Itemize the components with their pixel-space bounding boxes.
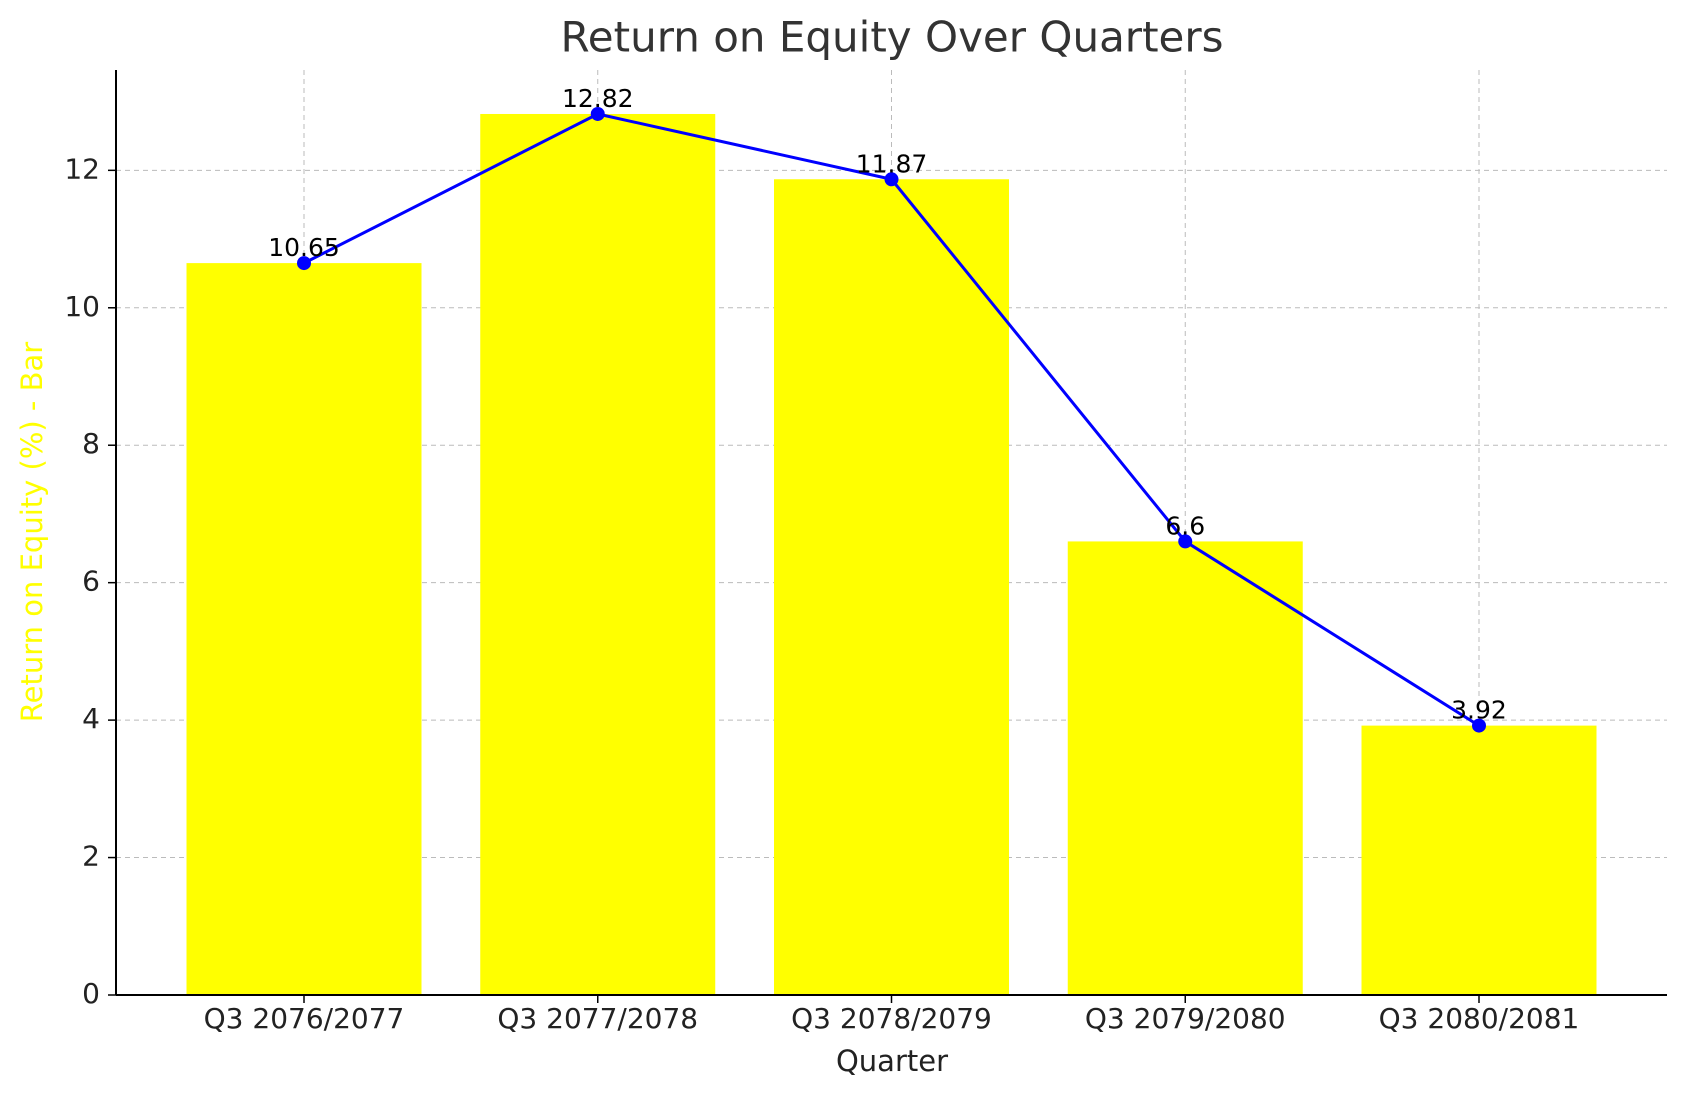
value-label: 12.82 <box>562 84 634 113</box>
x-axis-label: Quarter <box>836 1044 948 1078</box>
value-label: 6.6 <box>1165 511 1205 540</box>
x-tick-label: Q3 2080/2081 <box>1379 1002 1580 1035</box>
line-marker <box>1472 718 1486 733</box>
y-tick-label: 0 <box>82 977 100 1010</box>
bar <box>1067 541 1303 995</box>
y-tick-label: 4 <box>82 702 100 735</box>
chart-title: Return on Equity Over Quarters <box>560 13 1223 62</box>
x-tick-label: Q3 2078/2079 <box>791 1002 992 1035</box>
x-tick-label: Q3 2079/2080 <box>1085 1002 1286 1035</box>
x-tick-label: Q3 2076/2077 <box>204 1002 405 1035</box>
y-tick-label: 12 <box>64 152 100 185</box>
line-marker <box>297 256 311 271</box>
x-tick-label: Q3 2077/2078 <box>497 1002 698 1035</box>
y-tick-label: 8 <box>82 427 100 460</box>
y-axis-label: Return on Equity (%) - Bar <box>15 342 49 722</box>
bar <box>480 113 716 995</box>
y-tick-label: 10 <box>64 290 100 323</box>
line-marker <box>1178 534 1193 549</box>
y-tick-label: 6 <box>82 565 100 598</box>
bar <box>1361 725 1597 995</box>
value-label: 11.87 <box>856 149 928 178</box>
value-label: 10.65 <box>268 233 340 262</box>
y-tick-label: 2 <box>82 840 100 873</box>
line-marker <box>590 106 605 121</box>
bar <box>774 179 1009 996</box>
value-label: 3.92 <box>1451 696 1507 725</box>
line-marker <box>884 172 899 187</box>
bar <box>186 263 422 995</box>
